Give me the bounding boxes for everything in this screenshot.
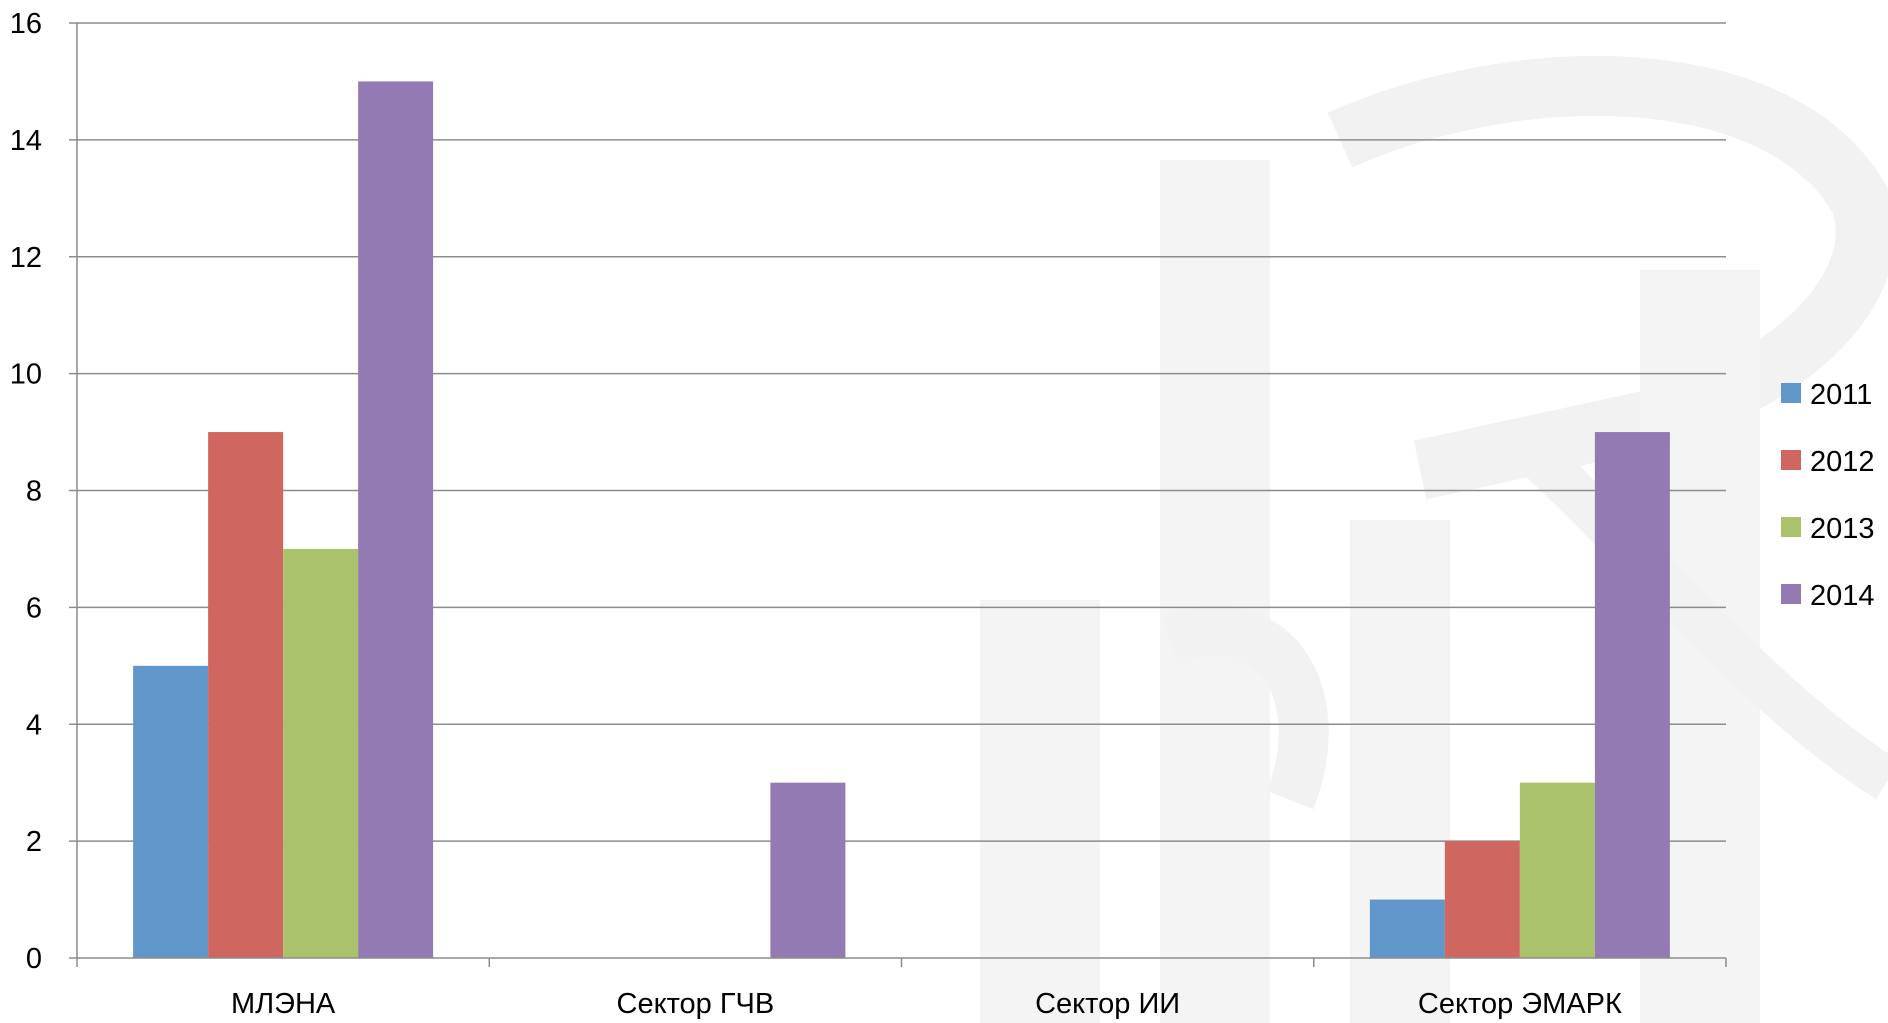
y-tick-label: 0 (26, 943, 42, 975)
x-tick-label: МЛЭНА (231, 988, 336, 1020)
x-tick-label: Сектор ГЧВ (617, 988, 775, 1020)
axes (69, 22, 1727, 967)
legend-swatch-2011 (1781, 383, 1801, 403)
bars (133, 81, 1670, 958)
legend-swatch-2013 (1781, 517, 1801, 537)
y-tick-label: 14 (10, 125, 42, 157)
y-tick-label: 12 (10, 242, 42, 274)
legend-label-2014: 2014 (1810, 580, 1875, 612)
watermark (980, 55, 1888, 1023)
y-tick-label: 2 (26, 826, 42, 858)
x-tick-label: Сектор ИИ (1035, 988, 1180, 1020)
y-tick-label: 4 (26, 709, 42, 741)
y-tick-label: 10 (10, 359, 42, 391)
y-tick-label: 6 (26, 592, 42, 624)
y-tick-label: 8 (26, 476, 42, 508)
y-tick-label: 16 (10, 8, 42, 40)
x-axis-tick-labels: МЛЭНА Сектор ГЧВ Сектор ИИ Сектор ЭМАРК (231, 988, 1622, 1020)
bar-2011-1 (133, 665, 209, 958)
bar-2014-4 (1594, 432, 1670, 958)
bar-2012-1 (208, 432, 284, 958)
legend-label-2013: 2013 (1810, 513, 1875, 545)
legend: 2011 2012 2013 2014 (1781, 379, 1875, 612)
legend-swatch-2012 (1781, 450, 1801, 470)
bar-2013-4 (1519, 782, 1595, 958)
legend-label-2011: 2011 (1810, 379, 1872, 411)
bar-2011-4 (1369, 899, 1445, 958)
legend-label-2012: 2012 (1810, 446, 1875, 478)
x-tick-label: Сектор ЭМАРК (1418, 988, 1622, 1020)
bar-2012-4 (1444, 841, 1520, 958)
bar-2014-1 (358, 81, 434, 958)
bar-2014-2 (770, 782, 846, 958)
bar-2013-1 (283, 548, 359, 958)
y-axis-tick-labels: 0 2 4 6 8 10 12 14 16 (10, 8, 42, 975)
gridlines (77, 22, 1726, 842)
legend-swatch-2014 (1781, 584, 1801, 604)
